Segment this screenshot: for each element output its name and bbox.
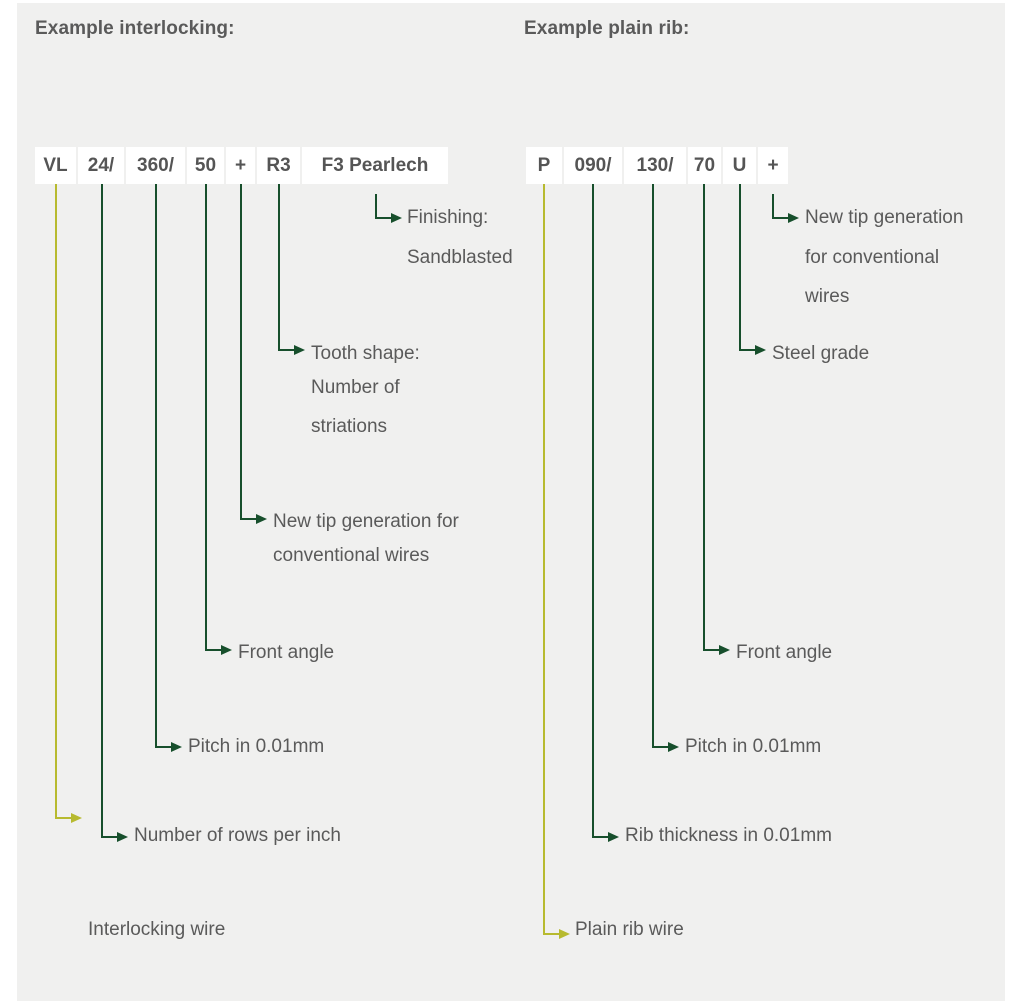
leader-pitch-h — [155, 746, 172, 748]
leader-front-angle — [205, 184, 207, 651]
arrow-finishing — [391, 213, 402, 223]
arrow-rows — [117, 832, 128, 842]
label-rib-new-tip-2: for conventional — [805, 247, 940, 268]
label-rib-new-tip-3: wires — [805, 286, 850, 307]
code-pitch: 360/ — [126, 147, 185, 184]
label-tooth-shape-3: striations — [311, 416, 388, 437]
leader-plain-rib-wire — [543, 184, 545, 935]
code-rib-plus: + — [758, 147, 788, 184]
leader-front-angle-h — [205, 649, 222, 651]
label-rows: Number of rows per inch — [134, 825, 341, 846]
label-rib-pitch: Pitch in 0.01mm — [685, 736, 822, 757]
leader-rib-new-tip — [772, 194, 774, 219]
leader-tooth-shape-h — [278, 349, 295, 351]
code-tooth-shape: R3 — [257, 147, 300, 184]
leader-plain-rib-wire-h — [543, 933, 560, 935]
leader-rows — [101, 184, 103, 838]
leader-new-tip-h — [240, 518, 257, 520]
arrow-rib-front-angle — [719, 645, 730, 655]
leader-steel-grade — [739, 184, 741, 351]
arrow-new-tip — [256, 514, 267, 524]
code-rows: 24/ — [78, 147, 124, 184]
label-rib-thickness: Rib thickness in 0.01mm — [625, 825, 832, 846]
code-rib-pitch: 130/ — [624, 147, 686, 184]
leader-interlocking-wire-h — [55, 817, 72, 819]
leader-rib-new-tip-h — [772, 217, 789, 219]
code-finishing: F3 Pearlech — [302, 147, 448, 184]
leader-rows-h — [101, 836, 118, 838]
leader-rib-pitch-h — [652, 746, 669, 748]
arrow-plain-rib-wire — [559, 929, 570, 939]
label-rib-new-tip-1: New tip generation — [805, 207, 964, 228]
label-new-tip-2: conventional wires — [273, 545, 430, 566]
label-new-tip-1: New tip generation for — [273, 511, 459, 532]
leader-finishing-h — [375, 217, 392, 219]
leader-rib-thickness — [592, 184, 594, 838]
code-plus: + — [226, 147, 255, 184]
arrow-rib-thickness — [608, 832, 619, 842]
arrow-rib-new-tip — [788, 213, 799, 223]
heading-plain-rib: Example plain rib: — [524, 18, 690, 39]
code-front-angle: 50 — [187, 147, 224, 184]
code-rib-thickness: 090/ — [564, 147, 622, 184]
label-tooth-shape-1: Tooth shape: — [311, 343, 420, 364]
code-vl: VL — [35, 147, 76, 184]
label-finishing-1: Finishing: — [407, 207, 489, 228]
arrow-interlocking-wire — [71, 813, 82, 823]
leader-rib-front-angle — [703, 184, 705, 651]
label-interlocking-wire: Interlocking wire — [88, 919, 226, 940]
leader-interlocking-wire — [55, 184, 57, 818]
leader-steel-grade-h — [739, 349, 756, 351]
leader-finishing — [375, 194, 377, 219]
arrow-rib-pitch — [668, 742, 679, 752]
arrow-steel-grade — [755, 345, 766, 355]
label-rib-front-angle: Front angle — [736, 642, 833, 663]
leader-pitch — [155, 184, 157, 748]
leader-rib-front-angle-h — [703, 649, 720, 651]
label-tooth-shape-2: Number of — [311, 377, 400, 398]
code-p: P — [526, 147, 562, 184]
label-finishing-2: Sandblasted — [407, 247, 513, 268]
code-rib-front-angle: 70 — [688, 147, 721, 184]
code-steel-grade: U — [723, 147, 756, 184]
arrow-front-angle — [221, 645, 232, 655]
label-steel-grade: Steel grade — [772, 343, 870, 364]
leader-tooth-shape — [278, 184, 280, 351]
label-pitch: Pitch in 0.01mm — [188, 736, 325, 757]
heading-interlocking: Example interlocking: — [35, 18, 235, 39]
label-front-angle: Front angle — [238, 642, 335, 663]
label-plain-rib-wire: Plain rib wire — [575, 919, 684, 940]
leader-new-tip — [240, 184, 242, 520]
leader-rib-thickness-h — [592, 836, 609, 838]
arrow-tooth-shape — [294, 345, 305, 355]
leader-rib-pitch — [652, 184, 654, 748]
arrow-pitch — [171, 742, 182, 752]
